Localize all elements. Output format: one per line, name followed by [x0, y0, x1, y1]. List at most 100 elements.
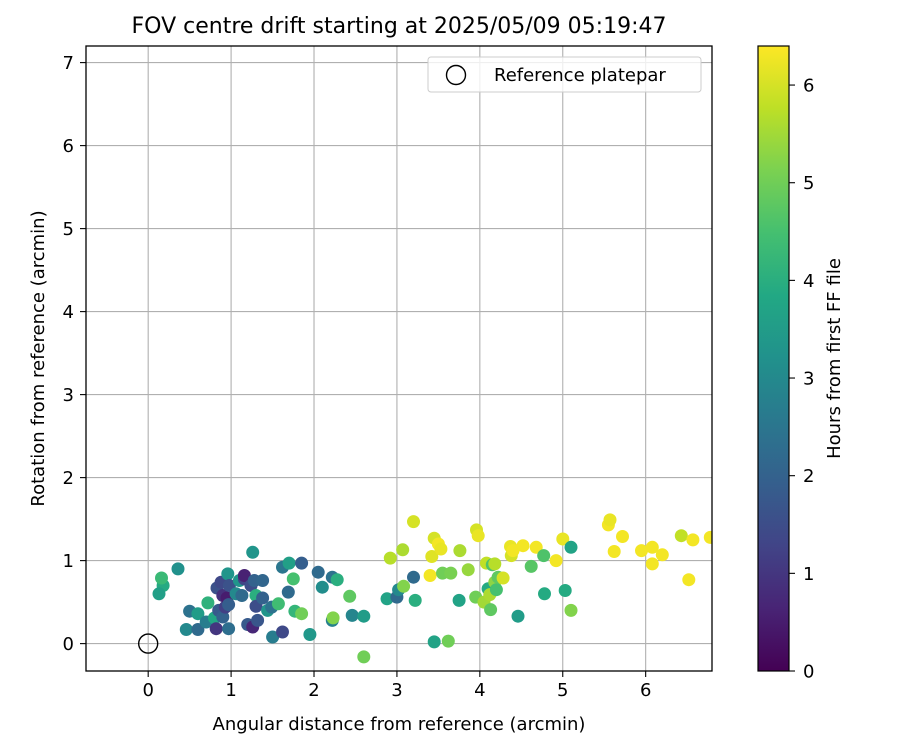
data-point [237, 569, 251, 582]
y-tick-label: 3 [63, 385, 74, 406]
data-point [645, 540, 659, 554]
data-point [484, 603, 498, 617]
y-axis-ticks: 0 1 2 3 4 5 6 7 [63, 53, 86, 655]
colorbar-tick-label: 6 [803, 76, 814, 97]
colorbar-ticks: 0 1 2 3 4 5 6 [789, 76, 814, 683]
data-point [506, 544, 520, 558]
data-point [564, 540, 578, 554]
data-point [453, 544, 467, 558]
data-point [311, 565, 325, 579]
data-point [326, 611, 340, 625]
data-point [246, 545, 260, 559]
data-point [703, 530, 712, 544]
data-point [655, 548, 669, 562]
data-point [271, 597, 285, 611]
colorbar-tick-label: 4 [803, 271, 814, 292]
data-point [529, 540, 543, 554]
data-point [461, 563, 475, 577]
data-point [564, 603, 578, 617]
data-point [407, 515, 420, 529]
data-point [295, 607, 309, 621]
legend-reference-marker [445, 64, 467, 86]
x-tick-label: 2 [308, 680, 319, 701]
data-point [603, 513, 617, 527]
data-point [221, 567, 235, 581]
data-point [345, 608, 359, 622]
y-tick-label: 1 [63, 551, 74, 572]
data-point [556, 532, 570, 546]
data-point [303, 628, 317, 641]
colorbar-tick-label: 1 [803, 564, 814, 585]
data-point [276, 625, 289, 639]
data-point [330, 573, 344, 587]
data-point [286, 572, 300, 586]
colorbar-tick-label: 0 [803, 662, 814, 683]
colorbar-tick-label: 5 [803, 173, 814, 194]
x-tick-label: 0 [142, 680, 153, 701]
data-point [558, 584, 572, 597]
colorbar: 0 1 2 3 4 5 6 Hours from first FF file [757, 45, 845, 683]
x-axis-ticks: 0 1 2 3 4 5 6 [142, 671, 651, 701]
x-tick-label: 5 [557, 680, 568, 701]
data-point [209, 622, 223, 636]
y-axis-label: Rotation from reference (arcmin) [28, 210, 49, 506]
data-point [425, 550, 439, 563]
y-tick-label: 4 [63, 302, 74, 323]
data-point [607, 545, 621, 558]
data-point [256, 591, 270, 605]
data-point [383, 551, 397, 565]
data-point [251, 613, 265, 627]
y-tick-label: 5 [63, 219, 74, 240]
data-point [471, 529, 485, 543]
data-point [295, 556, 309, 570]
data-point [357, 650, 371, 664]
data-point [407, 570, 420, 584]
data-point [191, 607, 205, 621]
data-point [282, 556, 296, 570]
data-point [488, 557, 502, 571]
y-tick-label: 2 [63, 468, 74, 489]
data-point [397, 579, 411, 593]
data-point [266, 630, 280, 644]
data-point [256, 574, 270, 587]
data-point [380, 592, 394, 606]
x-tick-label: 1 [225, 680, 236, 701]
data-point [408, 593, 422, 607]
legend-box [427, 56, 702, 93]
data-point [357, 609, 371, 623]
data-point [635, 544, 648, 558]
y-tick-label: 6 [63, 136, 74, 157]
legend-entry-reference-platepar: Reference platepar [494, 65, 666, 86]
data-point [423, 569, 437, 582]
data-point [444, 566, 458, 580]
data-point [524, 559, 538, 573]
data-points [152, 513, 712, 664]
data-point [222, 598, 236, 612]
data-point [489, 583, 503, 597]
data-point [549, 554, 563, 568]
colorbar-tick-label: 2 [803, 466, 814, 487]
data-point [343, 589, 357, 603]
colorbar-tick-label: 3 [803, 369, 814, 390]
data-point [281, 585, 295, 599]
data-point [616, 530, 629, 543]
data-point [537, 549, 551, 563]
data-point [496, 571, 510, 585]
data-point [441, 634, 455, 648]
y-tick-label: 0 [63, 634, 74, 655]
x-tick-label: 4 [474, 680, 485, 701]
data-point [191, 623, 205, 636]
data-point [171, 562, 185, 576]
data-point [152, 587, 166, 601]
data-point [427, 635, 441, 649]
x-tick-label: 6 [640, 680, 651, 701]
data-point [511, 609, 525, 623]
data-point [674, 529, 688, 543]
reference-marker-layer [137, 633, 159, 654]
x-axis-label: Angular distance from reference (arcmin) [213, 714, 586, 735]
data-point [682, 573, 696, 587]
plot-frame [85, 45, 713, 672]
x-tick-label: 3 [391, 680, 402, 701]
colorbar-gradient [757, 45, 790, 672]
